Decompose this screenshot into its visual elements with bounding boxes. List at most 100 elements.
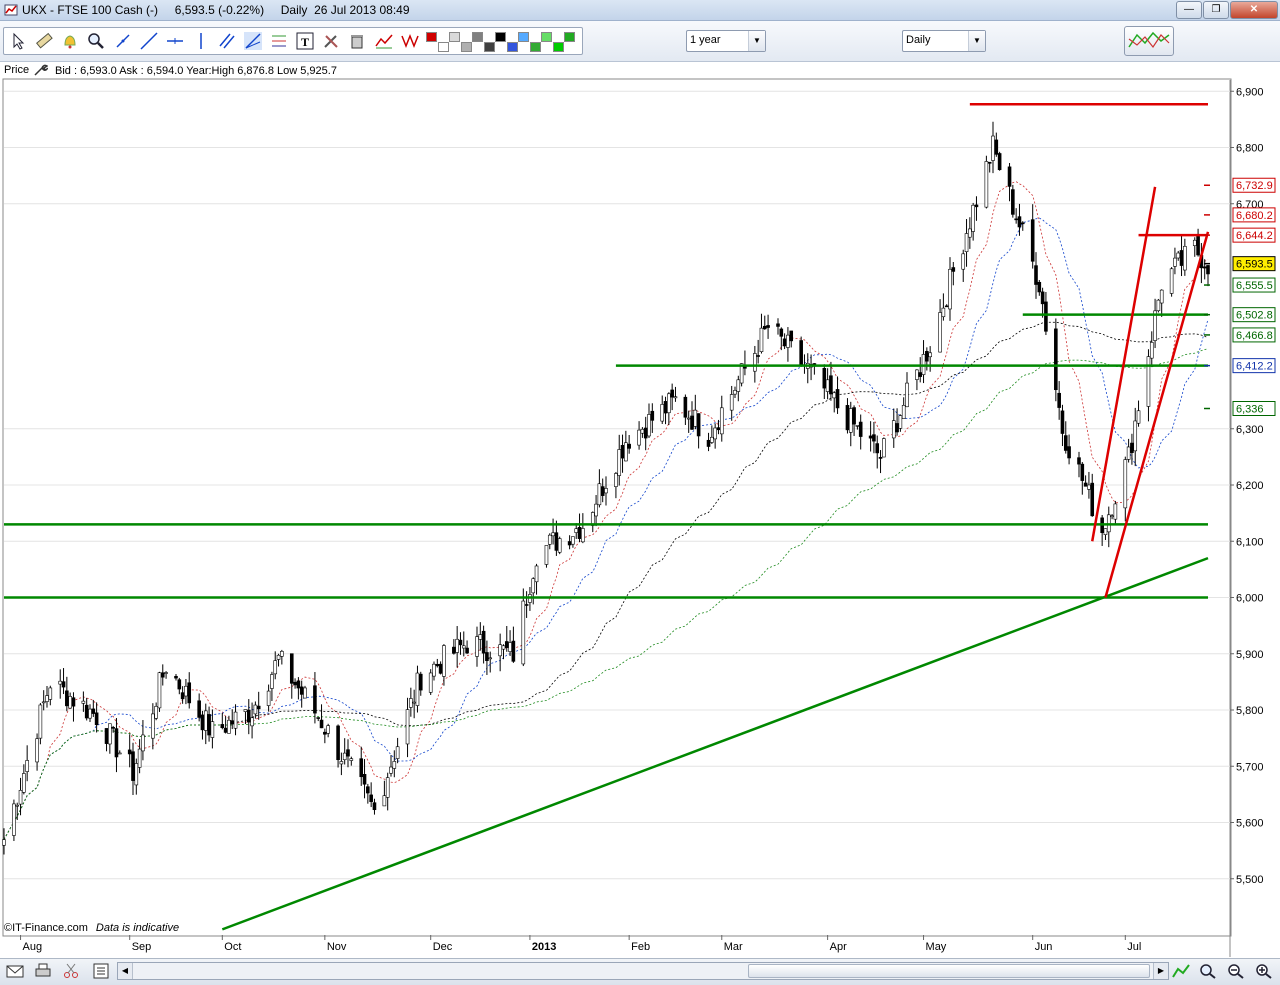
candle-body [508,642,512,652]
color-swatch[interactable] [472,32,483,42]
price-tag-box [1232,277,1276,293]
properties-tool-icon[interactable] [322,32,340,50]
scroll-right-button[interactable]: ▶ [1153,963,1168,979]
y-tick-label: 5,500 [1236,874,1264,886]
candle-body [395,746,400,759]
candle-body [25,760,29,772]
y-tick-label: 6,800 [1236,143,1264,155]
candle-body [385,777,390,798]
print-icon[interactable] [34,963,52,979]
candle-body [108,723,112,745]
parallel-lines-tool-icon[interactable] [218,32,236,50]
color-swatch[interactable] [541,32,552,42]
candle-body [293,681,297,686]
color-swatch[interactable] [529,42,541,52]
candle-body [1136,410,1141,424]
candle-body [994,139,999,155]
maximize-button[interactable]: ❐ [1203,1,1229,19]
candle-body [1030,219,1035,262]
scroll-left-button[interactable]: ◀ [118,963,133,979]
period-select[interactable]: 1 year ▼ [686,30,766,52]
interval-select[interactable]: Daily ▼ [902,30,986,52]
trend-line[interactable] [1090,186,1157,542]
pointer-tool-icon[interactable] [10,32,28,50]
candle-body [71,697,76,707]
candle-body [303,687,307,699]
zigzag-chart-type-icon[interactable] [401,32,419,50]
color-swatch[interactable] [449,32,460,42]
candle-body [852,407,856,425]
wrench-icon[interactable] [32,62,48,78]
fibonacci-tool-icon[interactable] [270,32,288,50]
x-tick-label: Aug [23,941,43,953]
candle-body [1153,310,1157,341]
color-swatch[interactable] [460,42,472,52]
candle-body [339,761,344,765]
price-tag-label: 6,336 [1236,404,1264,416]
candle-body [141,734,145,752]
candle-body [713,427,717,440]
line-chart-type-icon[interactable] [375,32,393,50]
candle-body [326,725,330,734]
trend-line[interactable] [1104,231,1210,598]
candle-body [151,713,155,739]
color-swatch[interactable] [518,32,529,42]
line-tool-icon[interactable] [114,32,132,50]
color-swatch[interactable] [552,42,564,52]
vertical-line-tool-icon[interactable] [192,32,210,50]
candle-body [987,161,992,164]
indicators-button[interactable] [1124,26,1174,56]
zoom-fit-icon[interactable] [1198,963,1216,979]
color-swatch[interactable] [564,32,575,42]
candle-body [475,636,479,657]
candle-body [915,369,919,380]
candle-body [154,706,158,719]
candle-body [270,674,274,689]
candle-body [134,763,139,786]
color-swatch[interactable] [426,32,437,42]
candle-body [733,390,737,395]
zoom-out-icon[interactable] [1226,963,1244,979]
ruler-tool-icon[interactable] [35,32,53,50]
zoom-in-icon[interactable] [1254,963,1272,979]
minimize-button[interactable]: — [1176,1,1202,19]
scroll-thumb[interactable] [748,964,1150,978]
candle-body [243,709,248,712]
candle-body [227,719,231,734]
zoom-tool-icon[interactable] [87,32,105,50]
candle-body [442,645,446,677]
scissors-icon[interactable] [62,963,80,979]
delete-tool-icon[interactable] [348,32,366,50]
candle-body [858,421,863,437]
candle-body [521,600,526,665]
candle-body [799,340,803,365]
candle-body [409,698,413,708]
candle-body [789,330,794,342]
color-swatch[interactable] [495,32,506,42]
horizontal-line-tool-icon[interactable] [166,32,184,50]
candle-body [45,695,49,702]
candle-body [1063,435,1068,451]
alarm-bell-icon[interactable] [61,32,79,50]
candle-body [925,351,929,362]
properties-icon[interactable] [92,963,110,979]
color-swatch[interactable] [483,42,495,52]
candle-body [895,423,899,433]
candle-body [997,153,1002,171]
candle-body [1103,528,1108,535]
text-tool-icon[interactable]: T [296,32,314,50]
envelope-icon[interactable] [6,963,24,979]
candle-body [984,161,989,208]
price-chart[interactable]: 6,9006,8006,7006,3006,2006,1006,0005,900… [0,62,1280,958]
candle-body [624,442,628,462]
fan-tool-icon[interactable] [244,32,262,50]
price-tag-box [1232,358,1276,374]
color-swatch[interactable] [506,42,518,52]
chart-style-icon[interactable] [1172,963,1190,979]
trend-line[interactable] [221,556,1209,931]
extended-line-tool-icon[interactable] [140,32,158,50]
color-swatch[interactable] [437,42,449,52]
close-button[interactable]: ✕ [1230,1,1278,19]
horizontal-scrollbar[interactable]: ◀ ▶ [117,962,1169,980]
candle-body [905,382,909,408]
